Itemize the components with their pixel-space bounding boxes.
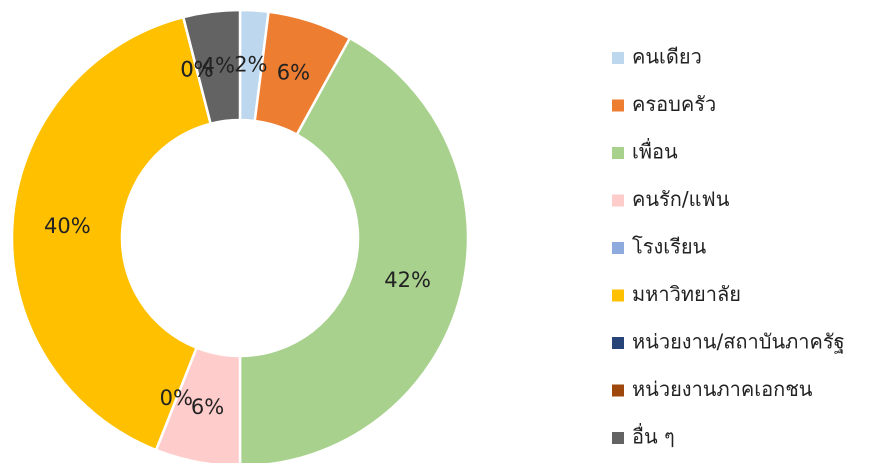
legend-label: คนรัก/แฟน xyxy=(632,187,730,211)
legend-label: มหาวิทยาลัย xyxy=(632,282,741,306)
donut-slice xyxy=(238,36,470,463)
donut-slice xyxy=(10,15,213,452)
legend-swatch xyxy=(612,337,624,349)
legend-swatch xyxy=(612,52,624,64)
legend-swatch xyxy=(612,384,624,397)
data-label: 4% xyxy=(202,53,235,77)
legend-label: เพื่อน xyxy=(632,138,678,164)
legend-swatch xyxy=(612,147,624,159)
data-label: 2% xyxy=(234,52,267,76)
data-label: 6% xyxy=(191,395,224,419)
legend-swatch xyxy=(612,242,624,254)
legend-swatch xyxy=(612,99,624,112)
legend-label: โรงเรียน xyxy=(632,235,707,259)
data-label: 40% xyxy=(44,214,91,238)
legend-swatch xyxy=(612,289,624,302)
legend-label: คนเดียว xyxy=(632,45,702,69)
donut-slice xyxy=(181,8,242,126)
data-label: 0% xyxy=(160,386,193,410)
data-label: 0% xyxy=(180,57,213,81)
legend-label: หน่วยงานภาคเอกชน xyxy=(632,377,813,401)
data-label: 6% xyxy=(277,60,310,84)
legend-label: หน่วยงาน/สถาบันภาครัฐ xyxy=(632,330,845,354)
data-label: 42% xyxy=(384,268,431,292)
legend-label: อื่น ๆ xyxy=(632,423,675,449)
legend-swatch xyxy=(612,432,624,444)
data-label: 0% xyxy=(180,57,213,81)
legend-swatch xyxy=(612,194,624,207)
legend-label: ครอบครัว xyxy=(632,92,716,116)
